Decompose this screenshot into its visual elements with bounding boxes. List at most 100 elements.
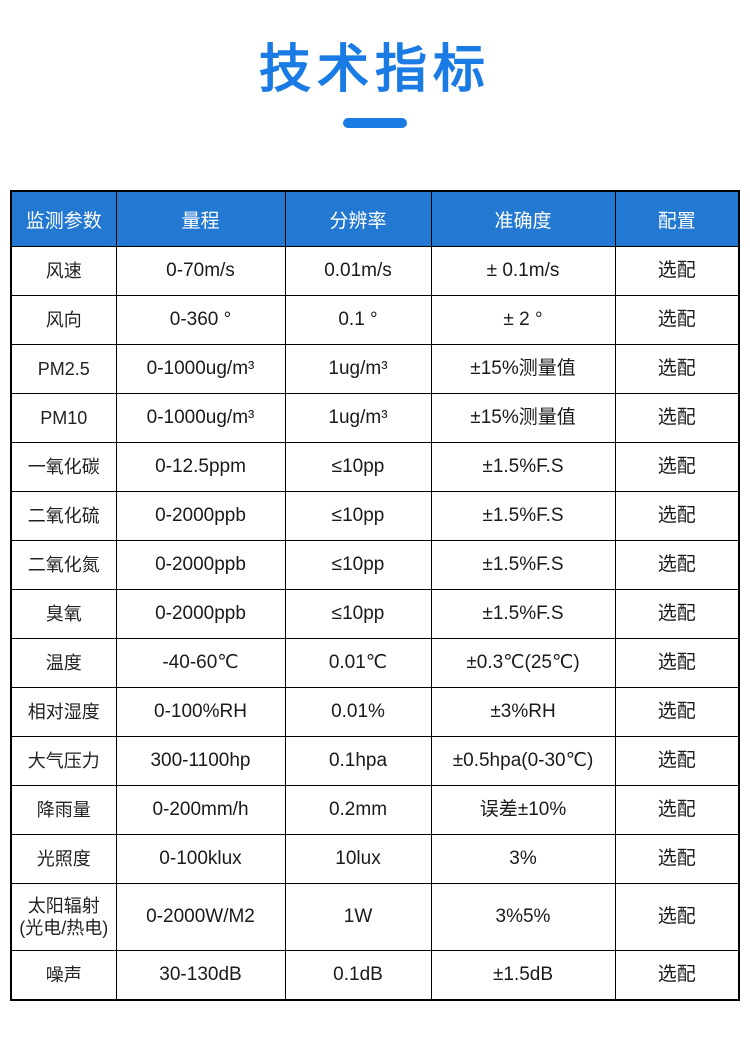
accuracy-cell: ±1.5%F.S [430, 491, 616, 541]
config-cell: 选配 [614, 687, 740, 737]
accuracy-cell: ±15%测量值 [430, 393, 616, 443]
accuracy-cell: ± 2 ° [430, 295, 616, 345]
resolution-cell: 0.1dB [284, 950, 432, 1001]
config-cell: 选配 [614, 834, 740, 884]
param-cell: 降雨量 [10, 785, 117, 835]
config-cell: 选配 [614, 442, 740, 492]
spec-table: 监测参数 量程 分辨率 准确度 配置 风速 0-70m/s 0.01m/s ± … [10, 190, 740, 1001]
resolution-cell: ≤10pp [284, 589, 432, 639]
param-cell: 一氧化碳 [10, 442, 117, 492]
range-cell: 0-2000ppb [115, 540, 286, 590]
table-row: 大气压力 300-1100hp 0.1hpa ±0.5hpa(0-30℃) 选配 [10, 736, 740, 786]
range-cell: -40-60℃ [115, 638, 286, 688]
range-cell: 0-2000ppb [115, 491, 286, 541]
table-row: 二氧化氮 0-2000ppb ≤10pp ±1.5%F.S 选配 [10, 540, 740, 590]
param-cell: 风向 [10, 295, 117, 345]
param-cell: 臭氧 [10, 589, 117, 639]
table-row: 二氧化硫 0-2000ppb ≤10pp ±1.5%F.S 选配 [10, 491, 740, 541]
range-cell: 0-1000ug/m³ [115, 344, 286, 394]
config-cell: 选配 [614, 638, 740, 688]
config-cell: 选配 [614, 736, 740, 786]
accuracy-cell: 误差±10% [430, 785, 616, 835]
resolution-cell: 0.01% [284, 687, 432, 737]
range-cell: 0-360 ° [115, 295, 286, 345]
table-row: 相对湿度 0-100%RH 0.01% ±3%RH 选配 [10, 687, 740, 737]
config-cell: 选配 [614, 883, 740, 951]
accuracy-cell: ±1.5%F.S [430, 540, 616, 590]
resolution-cell: 0.01℃ [284, 638, 432, 688]
range-cell: 30-130dB [115, 950, 286, 1001]
resolution-cell: 0.01m/s [284, 246, 432, 296]
column-header-resolution: 分辨率 [284, 190, 432, 247]
accuracy-cell: ±0.5hpa(0-30℃) [430, 736, 616, 786]
param-cell: 温度 [10, 638, 117, 688]
table-row: 太阳辐射 (光电/热电) 0-2000W/M2 1W 3%5% 选配 [10, 883, 740, 951]
spec-table-header: 监测参数 量程 分辨率 准确度 配置 [10, 190, 740, 247]
range-cell: 0-100%RH [115, 687, 286, 737]
param-cell: PM10 [10, 393, 117, 443]
table-row: 温度 -40-60℃ 0.01℃ ±0.3℃(25℃) 选配 [10, 638, 740, 688]
column-header-parameter: 监测参数 [10, 190, 117, 247]
spec-table-body: 风速 0-70m/s 0.01m/s ± 0.1m/s 选配 风向 0-360 … [10, 246, 740, 1001]
param-cell: PM2.5 [10, 344, 117, 394]
resolution-cell: ≤10pp [284, 491, 432, 541]
table-row: PM2.5 0-1000ug/m³ 1ug/m³ ±15%测量值 选配 [10, 344, 740, 394]
accuracy-cell: 3%5% [430, 883, 616, 951]
title-underline-decoration [343, 118, 407, 128]
param-cell: 二氧化硫 [10, 491, 117, 541]
config-cell: 选配 [614, 540, 740, 590]
table-row: PM10 0-1000ug/m³ 1ug/m³ ±15%测量值 选配 [10, 393, 740, 443]
resolution-cell: 1ug/m³ [284, 393, 432, 443]
config-cell: 选配 [614, 589, 740, 639]
param-cell: 风速 [10, 246, 117, 296]
table-row: 噪声 30-130dB 0.1dB ±1.5dB 选配 [10, 950, 740, 1001]
table-row: 臭氧 0-2000ppb ≤10pp ±1.5%F.S 选配 [10, 589, 740, 639]
range-cell: 0-2000ppb [115, 589, 286, 639]
resolution-cell: ≤10pp [284, 442, 432, 492]
range-cell: 300-1100hp [115, 736, 286, 786]
resolution-cell: 1W [284, 883, 432, 951]
config-cell: 选配 [614, 295, 740, 345]
param-cell: 大气压力 [10, 736, 117, 786]
accuracy-cell: ±3%RH [430, 687, 616, 737]
resolution-cell: 0.1hpa [284, 736, 432, 786]
column-header-accuracy: 准确度 [430, 190, 616, 247]
accuracy-cell: ±0.3℃(25℃) [430, 638, 616, 688]
resolution-cell: 0.1 ° [284, 295, 432, 345]
config-cell: 选配 [614, 344, 740, 394]
accuracy-cell: ± 0.1m/s [430, 246, 616, 296]
range-cell: 0-200mm/h [115, 785, 286, 835]
config-cell: 选配 [614, 785, 740, 835]
accuracy-cell: ±1.5%F.S [430, 589, 616, 639]
param-cell: 二氧化氮 [10, 540, 117, 590]
config-cell: 选配 [614, 491, 740, 541]
param-cell: 光照度 [10, 834, 117, 884]
accuracy-cell: 3% [430, 834, 616, 884]
param-cell: 噪声 [10, 950, 117, 1001]
config-cell: 选配 [614, 393, 740, 443]
param-cell: 太阳辐射 (光电/热电) [10, 883, 117, 951]
table-row: 风速 0-70m/s 0.01m/s ± 0.1m/s 选配 [10, 246, 740, 296]
header-row: 监测参数 量程 分辨率 准确度 配置 [10, 190, 740, 247]
range-cell: 0-2000W/M2 [115, 883, 286, 951]
range-cell: 0-12.5ppm [115, 442, 286, 492]
resolution-cell: 1ug/m³ [284, 344, 432, 394]
table-row: 降雨量 0-200mm/h 0.2mm 误差±10% 选配 [10, 785, 740, 835]
range-cell: 0-100klux [115, 834, 286, 884]
resolution-cell: 0.2mm [284, 785, 432, 835]
page-title: 技术指标 [258, 41, 491, 99]
config-cell: 选配 [614, 246, 740, 296]
accuracy-cell: ±1.5%F.S [430, 442, 616, 492]
accuracy-cell: ±1.5dB [430, 950, 616, 1001]
table-row: 一氧化碳 0-12.5ppm ≤10pp ±1.5%F.S 选配 [10, 442, 740, 492]
param-cell: 相对湿度 [10, 687, 117, 737]
resolution-cell: ≤10pp [284, 540, 432, 590]
range-cell: 0-70m/s [115, 246, 286, 296]
column-header-config: 配置 [614, 190, 740, 247]
accuracy-cell: ±15%测量值 [430, 344, 616, 394]
column-header-range: 量程 [115, 190, 286, 247]
table-row: 风向 0-360 ° 0.1 ° ± 2 ° 选配 [10, 295, 740, 345]
table-row: 光照度 0-100klux 10lux 3% 选配 [10, 834, 740, 884]
config-cell: 选配 [614, 950, 740, 1001]
